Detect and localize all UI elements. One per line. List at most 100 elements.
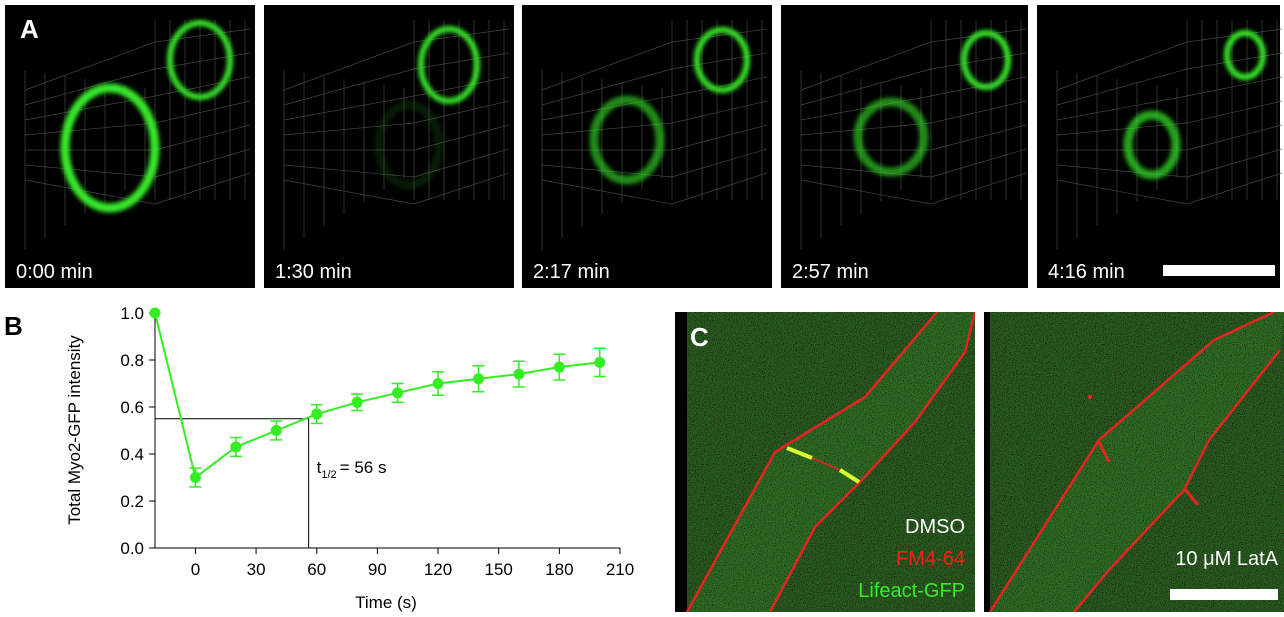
box-line: [930, 100, 1027, 124]
box-line: [154, 76, 251, 97]
x-tick-label: 120: [424, 560, 452, 579]
box-line: [800, 41, 932, 91]
cell: [685, 312, 975, 612]
box-line: [800, 179, 932, 205]
panel-label: C: [690, 322, 709, 352]
box-line: [1186, 100, 1283, 124]
x-tick-label: 150: [485, 560, 513, 579]
cell-ring: [374, 100, 444, 190]
data-point: [392, 387, 404, 399]
box-line: [671, 148, 768, 178]
box-line: [1056, 68, 1188, 106]
box-line: [930, 172, 1027, 205]
box-line: [930, 124, 1027, 151]
box-line: [154, 172, 251, 205]
data-line: [154, 312, 600, 480]
box-line: [800, 122, 932, 136]
box-line: [541, 122, 673, 136]
time-label: 4:16 min: [1048, 261, 1125, 283]
y-tick-label: 0.8: [120, 351, 144, 370]
box-line: [671, 124, 768, 151]
data-point: [594, 356, 606, 368]
box-line: [541, 179, 673, 205]
box-line: [1056, 95, 1188, 121]
x-tick-label: 210: [606, 560, 634, 579]
box-line: [1186, 124, 1283, 151]
condition-label: 10 μM LatA: [1175, 548, 1278, 570]
x-axis-label: Time (s): [355, 593, 417, 612]
box-line: [283, 41, 415, 91]
data-point: [270, 425, 282, 436]
time-label: 2:17 min: [533, 261, 610, 283]
annotation: t1/2 = 56 s: [317, 458, 387, 481]
grid-box: [283, 20, 510, 250]
box-line: [1056, 179, 1188, 205]
box-line: [24, 41, 156, 91]
box-line: [283, 95, 415, 121]
chart: 0.0 0.2 0.4 0.6 0.8 1.0 0 30 60 90 120 150 180 210 Tim…: [65, 304, 634, 612]
box-line: [283, 68, 415, 106]
data-point: [472, 373, 484, 385]
box-line: [413, 124, 510, 151]
legend-label: Lifeact-GFP: [858, 580, 965, 602]
cell-ring: [167, 20, 233, 100]
box-line: [800, 68, 932, 106]
box-line: [154, 148, 251, 178]
micrograph: [1037, 5, 1280, 288]
annotation-text: t: [317, 458, 322, 477]
cell-ring: [694, 27, 750, 93]
x-tick-label: 60: [307, 560, 326, 579]
data-point: [149, 307, 161, 319]
x-tick-label: 180: [545, 560, 573, 579]
data-point: [189, 472, 201, 483]
y-axis-label: Total Myo2-GFP intensity: [65, 335, 84, 525]
box-line: [24, 68, 156, 106]
grid-box: [1056, 20, 1283, 250]
panel-c: C DMSO FM4-64 Lifeact-GFP 10 μM LatA: [675, 312, 1284, 612]
y-tick-label: 0.2: [120, 492, 144, 511]
y-tick-label: 0.4: [120, 445, 144, 464]
y-tick-label: 1.0: [120, 304, 144, 323]
data-point: [513, 368, 525, 380]
data-point: [553, 361, 565, 373]
box-line: [1186, 52, 1283, 70]
box-line: [413, 172, 510, 205]
box-line: [671, 52, 768, 70]
time-label: 0:00 min: [16, 261, 93, 283]
legend-label: DMSO: [905, 516, 965, 538]
annotation-subscript: 1/2: [321, 469, 336, 481]
panel-a: 0:00 min 1:30 min 2:17 min 2:57 min 4:16 min: [5, 5, 1283, 288]
cell-ring: [1123, 110, 1181, 180]
x-tick-label: 0: [191, 560, 200, 579]
panel-label: B: [4, 311, 23, 341]
box-line: [800, 164, 932, 178]
data-point: [432, 378, 444, 389]
box-line: [1186, 76, 1283, 97]
legend-label: FM4-64: [896, 548, 965, 570]
box-line: [671, 28, 768, 43]
box-line: [1056, 41, 1188, 91]
grid-box: [800, 20, 1027, 250]
box-line: [154, 124, 251, 151]
box-line: [930, 148, 1027, 178]
cell-ring: [853, 97, 929, 177]
micrograph: [781, 5, 1028, 288]
box-line: [671, 76, 768, 97]
box-line: [283, 122, 415, 136]
scale-bar: [1163, 265, 1275, 276]
box-line: [1186, 148, 1283, 178]
data-point: [351, 396, 363, 408]
annotation-suffix: = 56 s: [340, 458, 387, 477]
time-label: 1:30 min: [275, 261, 352, 283]
box-line: [671, 100, 768, 124]
x-tick-label: 30: [247, 560, 266, 579]
box-line: [24, 164, 156, 178]
box-line: [24, 122, 156, 136]
cell-ring: [60, 83, 160, 213]
y-tick-label: 0.0: [120, 539, 144, 558]
cell: [988, 312, 1284, 612]
micrograph: [522, 5, 772, 288]
cell-ring: [418, 26, 480, 104]
y-tick-label: 0.6: [120, 398, 144, 417]
